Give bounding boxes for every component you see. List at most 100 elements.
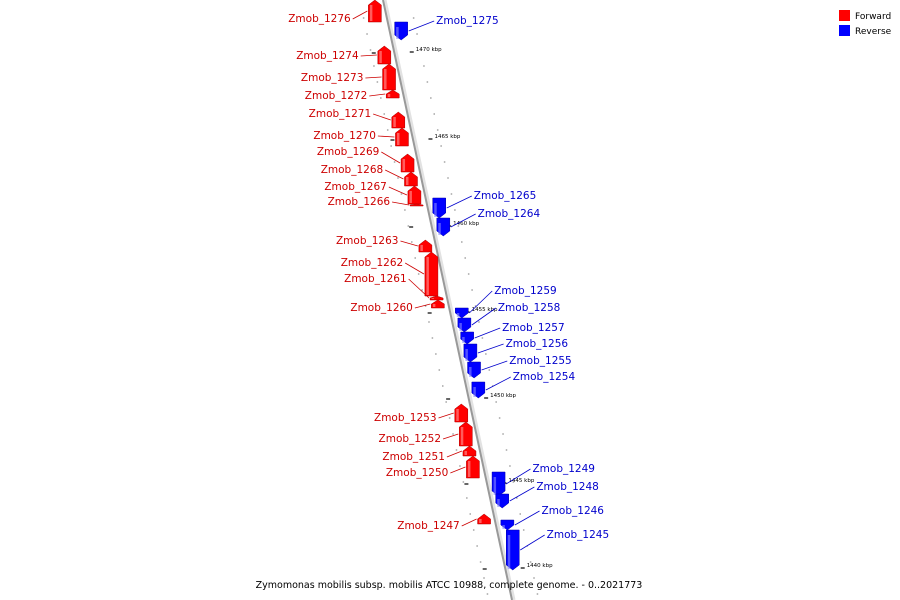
gene-leader-line — [461, 518, 477, 527]
gene-zmob-1272[interactable]: Zmob_1272 — [305, 89, 400, 102]
gene-highlight — [384, 69, 387, 89]
gene-zmob-1261[interactable]: Zmob_1261 — [344, 273, 444, 301]
gene-arrow[interactable] — [409, 203, 424, 207]
gene-zmob-1252[interactable]: Zmob_1252 — [379, 421, 473, 447]
gene-leader-line — [450, 213, 476, 228]
gene-zmob-1259[interactable]: Zmob_1259 — [455, 285, 557, 319]
gene-highlight — [456, 313, 460, 317]
gene-label[interactable]: Zmob_1276 — [288, 13, 351, 25]
gene-zmob-1257[interactable]: Zmob_1257 — [460, 322, 565, 345]
gene-zmob-1246[interactable]: Zmob_1246 — [500, 505, 605, 531]
tick-label: 1450 kbp — [490, 393, 516, 399]
gene-label[interactable]: Zmob_1254 — [513, 371, 576, 383]
tick-label: 1470 kbp — [416, 47, 442, 53]
gene-label[interactable]: Zmob_1248 — [536, 481, 598, 493]
gene-label[interactable]: Zmob_1250 — [386, 467, 448, 479]
gene-zmob-1253[interactable]: Zmob_1253 — [374, 403, 469, 424]
gene-zmob-1251[interactable]: Zmob_1251 — [382, 445, 477, 463]
gene-highlight — [502, 525, 505, 529]
gene-label[interactable]: Zmob_1262 — [341, 257, 403, 269]
gene-highlight — [464, 451, 467, 455]
gene-zmob-1265[interactable]: Zmob_1265 — [432, 190, 537, 219]
gene-label[interactable]: Zmob_1272 — [305, 90, 367, 102]
gene-highlight — [396, 27, 399, 39]
gene-leader-line — [352, 10, 368, 20]
gene-zmob-1269[interactable]: Zmob_1269 — [317, 146, 415, 173]
gene-label[interactable]: Zmob_1269 — [317, 146, 379, 158]
gene-zmob-1256[interactable]: Zmob_1256 — [463, 338, 569, 363]
gene-label[interactable]: Zmob_1253 — [374, 412, 436, 424]
gene-zmob-1270[interactable]: Zmob_1270 — [313, 127, 409, 147]
gene-highlight — [469, 367, 472, 377]
gene-zmob-1248[interactable]: Zmob_1248 — [495, 481, 599, 509]
gene-label[interactable]: Zmob_1258 — [498, 302, 560, 314]
gene-label[interactable]: Zmob_1264 — [478, 208, 541, 220]
backbone-line — [382, 0, 513, 600]
gene-zmob-1258[interactable]: Zmob_1258 — [457, 302, 560, 333]
gene-label[interactable]: Zmob_1263 — [336, 235, 398, 247]
gene-zmob-1274[interactable]: Zmob_1274 — [296, 45, 392, 65]
gene-leader-line — [404, 262, 425, 275]
gene-zmob-1262[interactable]: Zmob_1262 — [341, 251, 439, 297]
gene-layer: Zmob_1276 Zmob_1275 Zmob_1274 Zmob_1273 Zmob… — [288, 0, 609, 571]
tick-label: 1445 kbp — [508, 478, 534, 484]
gene-zmob-1276[interactable]: Zmob_1276 — [288, 0, 382, 25]
gene-label[interactable]: Zmob_1270 — [313, 130, 375, 142]
gene-zmob-1250[interactable]: Zmob_1250 — [386, 455, 480, 479]
gene-leader-line — [520, 534, 545, 551]
gene-label[interactable]: Zmob_1247 — [397, 520, 459, 532]
gene-zmob-1260[interactable]: Zmob_1260 — [350, 299, 445, 314]
gene-label[interactable]: Zmob_1268 — [321, 164, 383, 176]
gene-zmob-1268[interactable]: Zmob_1268 — [321, 164, 418, 187]
gene-label[interactable]: Zmob_1255 — [509, 355, 571, 367]
legend-label: Reverse — [855, 27, 892, 37]
gene-label[interactable]: Zmob_1260 — [350, 302, 412, 314]
gene-leader-line — [400, 240, 419, 247]
gene-highlight — [460, 427, 464, 445]
gene-label[interactable]: Zmob_1252 — [379, 433, 441, 445]
gene-leader-line — [446, 195, 472, 209]
gene-highlight — [379, 51, 382, 63]
gene-label[interactable]: Zmob_1251 — [382, 451, 444, 463]
gene-label[interactable]: Zmob_1249 — [532, 463, 594, 475]
gene-label[interactable]: Zmob_1261 — [344, 273, 406, 285]
gene-label[interactable]: Zmob_1271 — [309, 108, 371, 120]
gene-zmob-1267[interactable]: Zmob_1267 — [324, 181, 422, 205]
gene-label[interactable]: Zmob_1245 — [547, 529, 609, 541]
gene-highlight — [467, 461, 471, 477]
gene-highlight — [426, 257, 429, 295]
gene-label[interactable]: Zmob_1259 — [494, 285, 556, 297]
gene-leader-line — [408, 278, 430, 299]
gene-leader-line — [471, 307, 497, 326]
gene-leader-line — [509, 486, 535, 502]
gene-zmob-1245[interactable]: Zmob_1245 — [506, 529, 609, 571]
gene-zmob-1273[interactable]: Zmob_1273 — [301, 63, 396, 91]
gene-zmob-1249[interactable]: Zmob_1249 — [491, 463, 595, 497]
gene-label[interactable]: Zmob_1257 — [502, 322, 564, 334]
gene-zmob-1264[interactable]: Zmob_1264 — [436, 208, 541, 237]
gene-highlight — [493, 477, 497, 495]
gene-zmob-1254[interactable]: Zmob_1254 — [471, 371, 576, 399]
gene-label[interactable]: Zmob_1256 — [506, 338, 569, 350]
gene-label[interactable]: Zmob_1266 — [328, 196, 391, 208]
gene-label[interactable]: Zmob_1273 — [301, 72, 363, 84]
gene-label[interactable]: Zmob_1265 — [474, 190, 536, 202]
gene-leader-line — [450, 466, 466, 474]
gene-label[interactable]: Zmob_1267 — [324, 181, 386, 193]
gene-label[interactable]: Zmob_1274 — [296, 50, 359, 62]
gene-zmob-1275[interactable]: Zmob_1275 — [394, 15, 499, 41]
gene-zmob-1266[interactable]: Zmob_1266 — [328, 196, 424, 208]
gene-label[interactable]: Zmob_1275 — [436, 15, 498, 27]
genome-caption: Zymomonas mobilis subsp. mobilis ATCC 10… — [256, 580, 643, 591]
gene-label[interactable]: Zmob_1246 — [542, 505, 605, 517]
gene-zmob-1271[interactable]: Zmob_1271 — [309, 108, 406, 129]
gene-zmob-1263[interactable]: Zmob_1263 — [336, 235, 433, 253]
gene-leader-line — [481, 360, 508, 371]
gene-zmob-1247[interactable]: Zmob_1247 — [397, 513, 491, 532]
gene-leader-line — [385, 169, 404, 180]
legend-item-reverse: Reverse — [839, 25, 892, 37]
gene-highlight — [497, 499, 500, 507]
gene-leader-line — [514, 510, 540, 526]
gene-zmob-1255[interactable]: Zmob_1255 — [467, 355, 572, 379]
